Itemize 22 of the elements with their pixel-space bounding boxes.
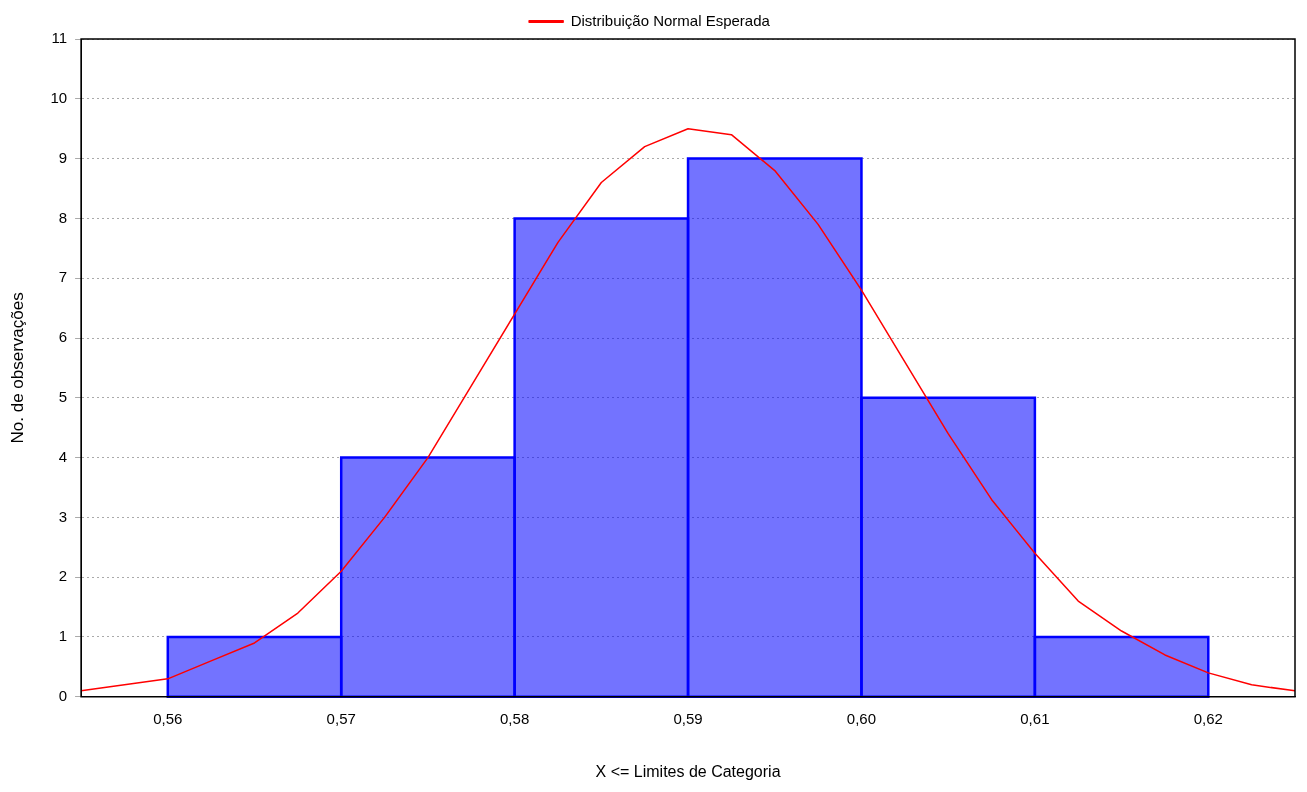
x-tick-label: 0,62 (1193, 709, 1223, 727)
x-tick-label: 0,56 (153, 709, 183, 727)
y-tick-label: 10 (50, 88, 68, 106)
y-tick-label: 0 (58, 686, 68, 704)
y-tick-label: 9 (58, 148, 68, 166)
y-tick-label: 6 (58, 328, 68, 346)
y-tick-label: 11 (51, 29, 68, 47)
x-tick-label: 0,57 (326, 709, 356, 727)
y-tick-label: 8 (58, 208, 68, 226)
y-tick-label: 4 (58, 447, 68, 465)
y-tick-label: 3 (58, 507, 68, 525)
legend-label: Distribuição Normal Esperada (570, 11, 771, 29)
x-tick-label: 0,61 (1020, 709, 1050, 727)
x-tick-label: 0,58 (500, 709, 530, 727)
x-axis-title: X <= Limites de Categoria (595, 762, 781, 780)
y-axis-title: No. de observações (7, 292, 27, 444)
y-tick-label: 2 (58, 567, 68, 585)
y-tick-label: 5 (58, 387, 68, 405)
x-tick-label: 0,60 (846, 709, 877, 727)
y-tick-label: 1 (58, 627, 68, 645)
x-tick-label: 0,59 (673, 709, 703, 727)
y-tick-label: 7 (58, 268, 68, 286)
